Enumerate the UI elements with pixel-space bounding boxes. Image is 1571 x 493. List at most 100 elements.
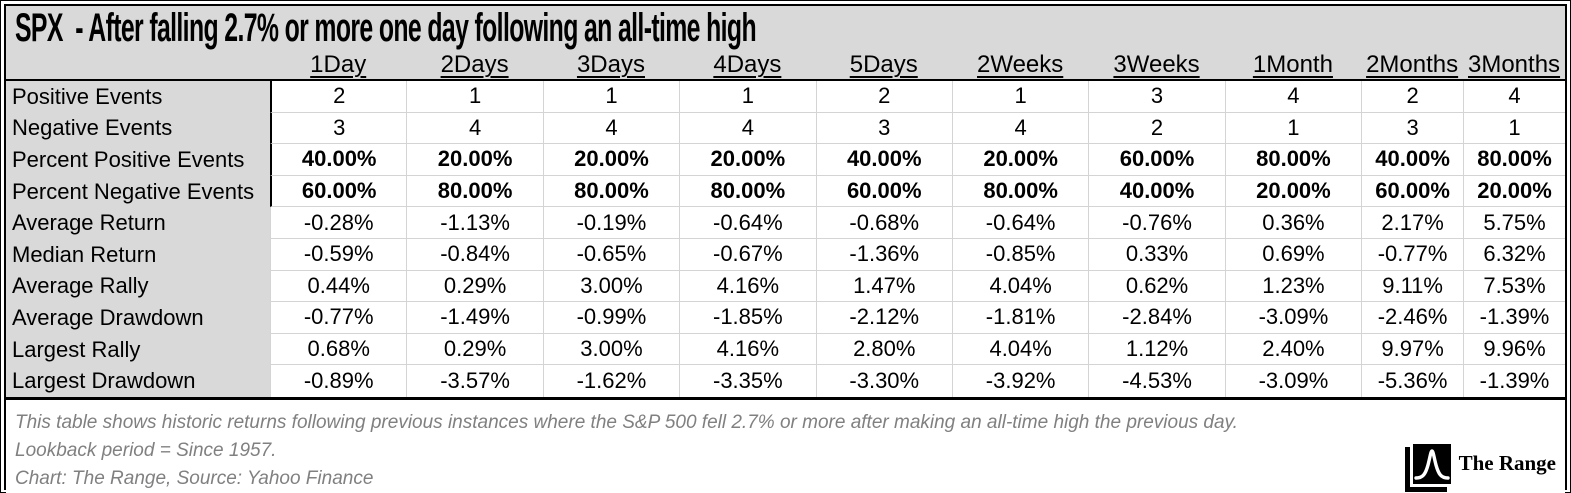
column-header: 2Weeks [977, 51, 1064, 78]
table-cell: -0.77% [270, 302, 407, 334]
table-cell: 1 [1463, 112, 1565, 145]
table-cell: -1.62% [542, 365, 680, 397]
table-cell: 2.40% [1224, 333, 1362, 366]
table-cell: 3.00% [542, 333, 680, 366]
table-cell: -1.36% [815, 238, 952, 271]
bell-curve-icon [1404, 443, 1453, 492]
table-cell: 0.29% [406, 333, 543, 366]
table-row: Median Return -0.59% -0.84% -0.65% -0.67% -1.… [6, 238, 1565, 271]
table-cell: -0.84% [406, 238, 543, 271]
table-cell: 1 [1224, 112, 1362, 145]
table-row: Positive Events 2 1 1 1 2 1 3 4 2 4 [6, 81, 1565, 113]
table-row: Average Return -0.28% -1.13% -0.19% -0.64% -0… [6, 207, 1565, 239]
table-cell: 20.00% [679, 144, 816, 176]
footnote-line: This table shows historic returns follow… [15, 411, 1238, 433]
table-cell: -3.09% [1224, 365, 1362, 397]
table-cell: -2.46% [1361, 302, 1464, 334]
table-cell: 7.53% [1463, 270, 1565, 303]
table-cell: 0.44% [270, 270, 407, 303]
table-cell: 4 [679, 112, 816, 145]
table-cell: 1.12% [1088, 333, 1225, 366]
table-cell: -0.67% [679, 238, 816, 271]
table-cell: 3 [815, 112, 952, 145]
row-label: Average Return [6, 207, 270, 239]
footnote-line: Lookback period = Since 1957. [15, 439, 277, 461]
table-cell: 2 [270, 81, 407, 113]
table-cell: -0.89% [270, 365, 407, 397]
brand-name: The Range [1458, 451, 1556, 476]
row-label: Positive Events [6, 81, 270, 113]
table-cell: -3.57% [406, 365, 543, 397]
table-cell: 2 [1088, 112, 1225, 145]
table-cell: 4.04% [951, 270, 1089, 303]
row-label: Percent Negative Events [6, 175, 270, 208]
table-cell: -3.30% [815, 365, 952, 397]
brand-logo: The Range [1404, 443, 1556, 492]
table-row: Percent Positive Events 40.00% 20.00% 20.00… [6, 144, 1565, 176]
table-cell: -0.77% [1361, 238, 1464, 271]
title-bar: SPX - After falling 2.7% or more one day… [6, 6, 1565, 51]
row-label: Negative Events [6, 112, 270, 145]
table-cell: -2.84% [1088, 302, 1225, 334]
table-cell: 4.16% [679, 270, 816, 303]
table-cell: 2 [1361, 81, 1464, 113]
axes-bracket [1404, 446, 1447, 492]
table-cell: 60.00% [1361, 175, 1464, 208]
table-cell: 3.00% [542, 270, 680, 303]
table-cell: -5.36% [1361, 365, 1464, 397]
table-cell: 2.17% [1361, 207, 1464, 239]
table-cell: -0.28% [270, 207, 407, 239]
column-header: 1Day [310, 51, 367, 78]
table-cell: -3.09% [1224, 302, 1362, 334]
table-row: Average Drawdown -0.77% -1.49% -0.99% -1.85%… [6, 302, 1565, 334]
footnote-line: Chart: The Range, Source: Yahoo Finance [15, 467, 374, 489]
table-cell: 1 [679, 81, 816, 113]
logo-square [1412, 443, 1451, 484]
table-cell: -0.65% [542, 238, 680, 271]
table-cell: 6.32% [1463, 238, 1565, 271]
table-cell: 3 [1361, 112, 1464, 145]
footnote-area: This table shows historic returns follow… [6, 396, 1565, 493]
table-cell: 0.62% [1088, 270, 1225, 303]
table-cell: 40.00% [270, 144, 407, 176]
table-cell: 9.97% [1361, 333, 1464, 366]
table-row: Percent Negative Events 60.00% 80.00% 80.00… [6, 175, 1565, 208]
table-cell: -1.49% [406, 302, 543, 334]
column-header: 1Month [1252, 51, 1333, 78]
table-cell: 1 [542, 81, 680, 113]
column-header: 2Months [1366, 51, 1459, 78]
table-cell: 1 [406, 81, 543, 113]
table-frame: SPX - After falling 2.7% or more one day… [4, 4, 1567, 493]
table-cell: 0.36% [1224, 207, 1362, 239]
column-header: 4Days [713, 51, 782, 78]
table-row: Largest Rally 0.68% 0.29% 3.00% 4.16% 2.80% 4.… [6, 333, 1565, 366]
page-title: SPX - After falling 2.7% or more one day… [15, 6, 757, 50]
table-cell: -1.13% [406, 207, 543, 239]
column-header-row: 1Day 2Days 3Days 4Days 5Days 2Weeks 3Weeks 1Mon… [6, 51, 1565, 81]
table-cell: 4.04% [951, 333, 1089, 366]
table-cell: 60.00% [1088, 144, 1225, 176]
table-cell: 4 [542, 112, 680, 145]
table-cell: -0.85% [951, 238, 1089, 271]
table-cell: 20.00% [1463, 175, 1565, 208]
table-cell: 60.00% [270, 175, 407, 208]
row-label: Largest Rally [6, 333, 270, 366]
table-cell: 80.00% [951, 175, 1089, 208]
table-cell: 80.00% [1224, 144, 1362, 176]
table-cell: -0.64% [951, 207, 1089, 239]
table-body: Positive Events 2 1 1 1 2 1 3 4 2 4 Negative Events… [6, 81, 1565, 397]
table-cell: -1.39% [1463, 365, 1565, 397]
table-cell: 1.47% [815, 270, 952, 303]
table-cell: 4 [1463, 81, 1565, 113]
table-cell: 3 [270, 112, 407, 145]
table-cell: 4 [951, 112, 1089, 145]
table-cell: -3.35% [679, 365, 816, 397]
table-cell: 80.00% [542, 175, 680, 208]
table-cell: 20.00% [406, 144, 543, 176]
table-cell: 40.00% [1361, 144, 1464, 176]
table-cell: 60.00% [815, 175, 952, 208]
table-cell: 80.00% [1463, 144, 1565, 176]
table-cell: 40.00% [1088, 175, 1225, 208]
row-label: Percent Positive Events [6, 144, 270, 176]
